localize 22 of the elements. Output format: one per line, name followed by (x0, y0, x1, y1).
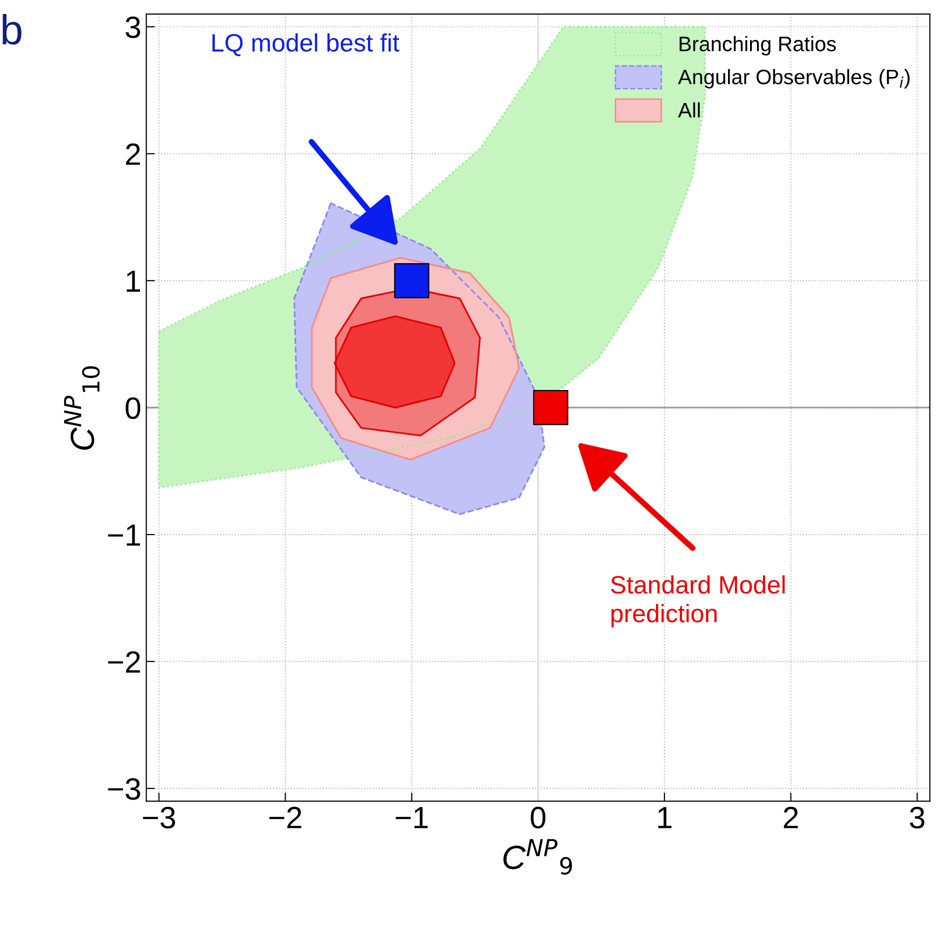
x-tick-label: −3 (143, 806, 176, 828)
y-tick-label: −3 (108, 778, 140, 800)
annotation: LQ model best fit (212, 33, 400, 56)
x-axis-title: C$^{NP}$$_{9}$ (503, 839, 572, 875)
x-tick-label: 1 (658, 807, 672, 828)
y-tick-label: 2 (126, 143, 140, 165)
legend-label: Branching Ratios (680, 36, 836, 56)
x-tick-label: 0 (530, 806, 546, 828)
y-tick-label: 3 (126, 16, 140, 38)
y-tick-label: 1 (126, 270, 140, 292)
legend-label: Angular Observables (P$_{i}$) (678, 69, 910, 88)
x-tick-label: 3 (910, 806, 924, 828)
y-tick-label: −1 (108, 524, 140, 546)
y-tick-label: 0 (126, 397, 140, 419)
y-tick-label: −2 (108, 651, 140, 673)
legend-label: All (678, 102, 700, 118)
annotation: Standard Model prediction (610, 575, 785, 628)
x-tick-label: −2 (269, 806, 302, 828)
x-tick-label: −1 (396, 807, 428, 828)
y-axis-title: C$^{NP}$$_{10}$ (64, 366, 100, 450)
text: b (2, 14, 22, 45)
x-tick-label: 2 (784, 806, 798, 828)
